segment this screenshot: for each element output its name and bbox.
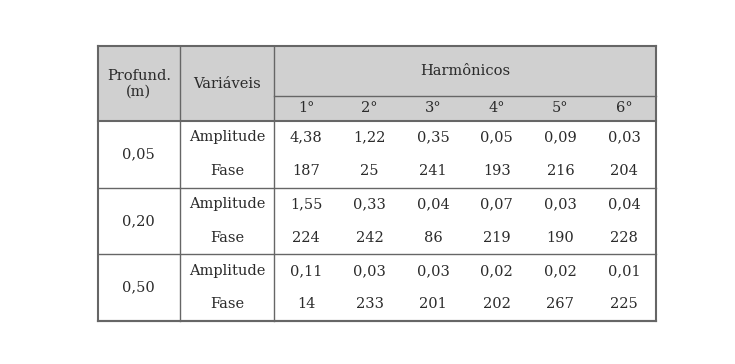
- Text: 1,22: 1,22: [354, 130, 386, 145]
- Text: 1°: 1°: [298, 101, 314, 115]
- Text: 0,03: 0,03: [544, 197, 577, 211]
- Text: 0,05: 0,05: [481, 130, 513, 145]
- Text: 202: 202: [483, 297, 511, 312]
- Text: 0,03: 0,03: [608, 130, 640, 145]
- Text: 25: 25: [360, 164, 379, 178]
- Text: 2°: 2°: [362, 101, 378, 115]
- Text: 190: 190: [547, 231, 574, 245]
- Text: 14: 14: [297, 297, 315, 312]
- Text: 3°: 3°: [425, 101, 442, 115]
- Text: Variáveis: Variáveis: [193, 76, 261, 91]
- Text: 5°: 5°: [552, 101, 569, 115]
- Text: 1,55: 1,55: [290, 197, 322, 211]
- Bar: [98, 121, 656, 321]
- Text: 86: 86: [424, 231, 442, 245]
- Text: 0,33: 0,33: [353, 197, 386, 211]
- Text: 193: 193: [483, 164, 511, 178]
- Text: Harmônicos: Harmônicos: [420, 64, 510, 78]
- Text: 219: 219: [483, 231, 511, 245]
- Text: Amplitude: Amplitude: [189, 197, 265, 211]
- Text: 4,38: 4,38: [290, 130, 323, 145]
- Text: 0,04: 0,04: [608, 197, 640, 211]
- Text: Amplitude: Amplitude: [189, 130, 265, 145]
- Text: Amplitude: Amplitude: [189, 264, 265, 278]
- Text: 0,50: 0,50: [123, 281, 155, 295]
- Text: 0,03: 0,03: [353, 264, 386, 278]
- Text: 228: 228: [610, 231, 638, 245]
- Text: 187: 187: [292, 164, 320, 178]
- Text: 0,11: 0,11: [290, 264, 322, 278]
- Text: 0,09: 0,09: [544, 130, 577, 145]
- Text: 204: 204: [610, 164, 638, 178]
- Text: Fase: Fase: [210, 231, 244, 245]
- Bar: [98, 47, 656, 121]
- Text: 4°: 4°: [489, 101, 505, 115]
- Text: 0,02: 0,02: [544, 264, 577, 278]
- Text: 0,20: 0,20: [123, 214, 155, 228]
- Text: 0,05: 0,05: [123, 147, 155, 161]
- Text: 224: 224: [292, 231, 320, 245]
- Text: 201: 201: [419, 297, 447, 312]
- Text: 0,02: 0,02: [481, 264, 513, 278]
- Text: 241: 241: [420, 164, 447, 178]
- Text: 0,03: 0,03: [417, 264, 450, 278]
- Text: Profund.
(m): Profund. (m): [107, 68, 171, 99]
- Text: 242: 242: [356, 231, 384, 245]
- Text: 0,04: 0,04: [417, 197, 450, 211]
- Text: 0,01: 0,01: [608, 264, 640, 278]
- Text: 233: 233: [356, 297, 384, 312]
- Text: 225: 225: [610, 297, 638, 312]
- Text: Fase: Fase: [210, 164, 244, 178]
- Text: Fase: Fase: [210, 297, 244, 312]
- Text: 267: 267: [546, 297, 574, 312]
- Text: 0,35: 0,35: [417, 130, 450, 145]
- Text: 0,07: 0,07: [481, 197, 513, 211]
- Text: 6°: 6°: [616, 101, 632, 115]
- Text: 216: 216: [547, 164, 574, 178]
